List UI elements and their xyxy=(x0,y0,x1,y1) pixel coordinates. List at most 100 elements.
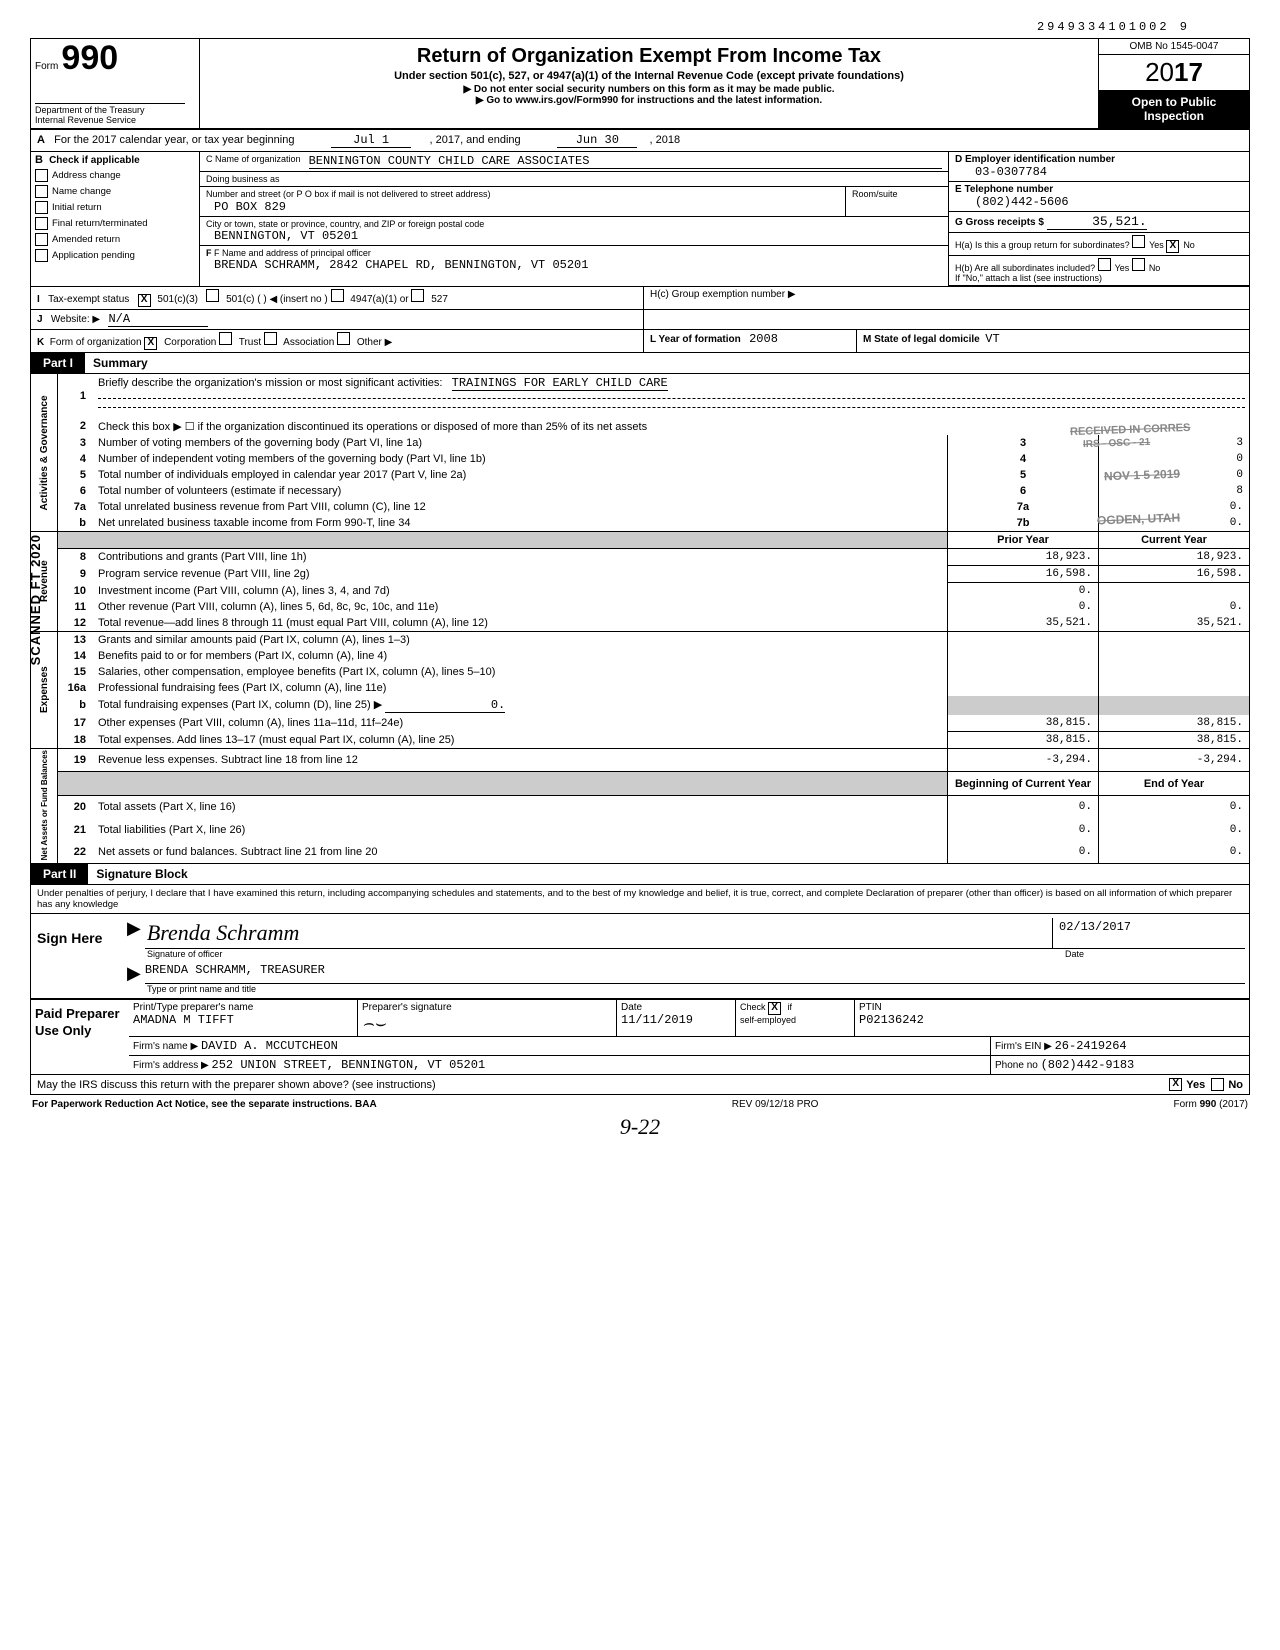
ptin-value[interactable]: P02136242 xyxy=(859,1013,924,1027)
preparer-signature[interactable]: ⌢⌣ xyxy=(362,1013,386,1033)
cb-527[interactable] xyxy=(411,289,424,302)
l21py[interactable]: 0. xyxy=(948,818,1099,840)
firm-ein-label: Firm's EIN ▶ xyxy=(995,1041,1052,1052)
cb-501c3[interactable]: X xyxy=(138,294,151,307)
l20cy[interactable]: 0. xyxy=(1099,796,1250,819)
ein-label: D Employer identification number xyxy=(955,154,1115,165)
line4-val[interactable]: 0 xyxy=(1099,451,1250,467)
l20py[interactable]: 0. xyxy=(948,796,1099,819)
cb-amended[interactable] xyxy=(35,233,48,246)
tax-year-end-month[interactable]: Jun 30 xyxy=(557,133,637,148)
hb-no: No xyxy=(1149,263,1161,273)
cb-ha-no[interactable]: X xyxy=(1166,240,1179,253)
cb-association[interactable] xyxy=(264,332,277,345)
cb-initial-return[interactable] xyxy=(35,201,48,214)
cb-501c-other[interactable] xyxy=(206,289,219,302)
l9py[interactable]: 16,598. xyxy=(948,565,1099,582)
cb-address-change[interactable] xyxy=(35,169,48,182)
side-activities-governance: Activities & Governance xyxy=(31,374,58,532)
discuss-question: May the IRS discuss this return with the… xyxy=(37,1079,1169,1091)
l11cy[interactable]: 0. xyxy=(1099,599,1250,615)
footer-right: Form 990 (2017) xyxy=(1174,1099,1248,1110)
firm-name[interactable]: DAVID A. MCCUTCHEON xyxy=(201,1039,338,1053)
phone-value[interactable]: (802)442-5606 xyxy=(975,195,1069,209)
gross-receipts-value[interactable]: 35,521. xyxy=(1047,214,1147,230)
cb-discuss-no[interactable] xyxy=(1211,1078,1224,1091)
street-label: Number and street (or P O box if mail is… xyxy=(206,189,490,199)
firm-phone[interactable]: (802)442-9183 xyxy=(1041,1058,1135,1072)
dept-treasury: Department of the Treasury xyxy=(35,105,145,115)
l22py[interactable]: 0. xyxy=(948,841,1099,864)
l11py[interactable]: 0. xyxy=(948,599,1099,615)
org-name[interactable]: BENNINGTON COUNTY CHILD CARE ASSOCIATES xyxy=(309,154,942,169)
state-domicile-label: M State of legal domicile xyxy=(863,334,980,345)
l16b-val[interactable]: 0. xyxy=(385,698,505,713)
cb-ha-yes[interactable] xyxy=(1132,235,1145,248)
cb-corporation[interactable]: X xyxy=(144,337,157,350)
website-value[interactable]: N/A xyxy=(108,312,208,327)
l10py[interactable]: 0. xyxy=(948,582,1099,599)
street-value[interactable]: PO BOX 829 xyxy=(214,200,286,214)
line8: Contributions and grants (Part VIII, lin… xyxy=(94,548,948,565)
preparer-name[interactable]: AMADNA M TIFFT xyxy=(133,1013,234,1027)
l8py[interactable]: 18,923. xyxy=(948,548,1099,565)
l12cy[interactable]: 35,521. xyxy=(1099,615,1250,632)
cb-discuss-yes[interactable]: X xyxy=(1169,1078,1182,1091)
firm-ein[interactable]: 26-2419264 xyxy=(1055,1039,1127,1053)
cb-other-org[interactable] xyxy=(337,332,350,345)
l21cy[interactable]: 0. xyxy=(1099,818,1250,840)
cb-trust[interactable] xyxy=(219,332,232,345)
cb-application-pending[interactable] xyxy=(35,249,48,262)
h-b-label: H(b) Are all subordinates included? xyxy=(955,263,1095,273)
city-value[interactable]: BENNINGTON, VT 05201 xyxy=(214,229,942,243)
l10cy[interactable] xyxy=(1099,582,1250,599)
firm-name-label: Firm's name ▶ xyxy=(133,1041,198,1052)
line3-val[interactable]: 3 xyxy=(1099,435,1250,451)
signature[interactable]: Brenda Schramm xyxy=(147,920,300,946)
l9cy[interactable]: 16,598. xyxy=(1099,565,1250,582)
l8cy[interactable]: 18,923. xyxy=(1099,548,1250,565)
line7b-val[interactable]: 0. xyxy=(1099,515,1250,532)
ptin-label: PTIN xyxy=(859,1002,882,1013)
line6-box: 6 xyxy=(948,483,1099,499)
l19cy[interactable]: -3,294. xyxy=(1099,748,1250,772)
cb-final-return[interactable] xyxy=(35,217,48,230)
line6-val[interactable]: 8 xyxy=(1099,483,1250,499)
line13: Grants and similar amounts paid (Part IX… xyxy=(94,631,948,648)
l19py[interactable]: -3,294. xyxy=(948,748,1099,772)
officer-value[interactable]: BRENDA SCHRAMM, 2842 CHAPEL RD, BENNINGT… xyxy=(214,258,942,272)
phone-label: E Telephone number xyxy=(955,184,1053,195)
mission-text[interactable]: TRAININGS FOR EARLY CHILD CARE xyxy=(452,376,668,391)
line7a-val[interactable]: 0. xyxy=(1099,499,1250,515)
officer-name-title[interactable]: BRENDA SCHRAMM, TREASURER xyxy=(145,963,325,977)
line15: Salaries, other compensation, employee b… xyxy=(94,664,948,680)
signature-date[interactable]: 02/13/2017 xyxy=(1059,920,1131,934)
l18cy[interactable]: 38,815. xyxy=(1099,731,1250,748)
line18: Total expenses. Add lines 13–17 (must eq… xyxy=(94,731,948,748)
line7b-box: 7b xyxy=(948,515,1099,532)
lbl-address-change: Address change xyxy=(52,170,121,181)
firm-addr[interactable]: 252 UNION STREET, BENNINGTON, VT 05201 xyxy=(212,1058,486,1072)
part-i-tab: Part I xyxy=(31,353,85,373)
year-formation-value[interactable]: 2008 xyxy=(749,332,778,346)
association-label: Association xyxy=(283,337,334,348)
form-of-org-label: Form of organization xyxy=(50,337,142,348)
cb-name-change[interactable] xyxy=(35,185,48,198)
handwritten-note: 9-22 xyxy=(620,1114,660,1139)
self-employed-label: self-employed xyxy=(740,1015,796,1025)
l17py[interactable]: 38,815. xyxy=(948,715,1099,732)
cb-4947[interactable] xyxy=(331,289,344,302)
preparer-date[interactable]: 11/11/2019 xyxy=(621,1013,693,1027)
line5-val[interactable]: 0 xyxy=(1099,467,1250,483)
cb-hb-yes[interactable] xyxy=(1098,258,1111,271)
state-domicile-value[interactable]: VT xyxy=(985,332,999,346)
ein-value[interactable]: 03-0307784 xyxy=(975,165,1047,179)
l22cy[interactable]: 0. xyxy=(1099,841,1250,864)
tax-year-begin[interactable]: Jul 1 xyxy=(331,133,411,148)
cb-self-employed[interactable]: X xyxy=(768,1002,781,1015)
l12py[interactable]: 35,521. xyxy=(948,615,1099,632)
cb-hb-no[interactable] xyxy=(1132,258,1145,271)
l17cy[interactable]: 38,815. xyxy=(1099,715,1250,732)
line22: Net assets or fund balances. Subtract li… xyxy=(94,841,948,864)
l18py[interactable]: 38,815. xyxy=(948,731,1099,748)
